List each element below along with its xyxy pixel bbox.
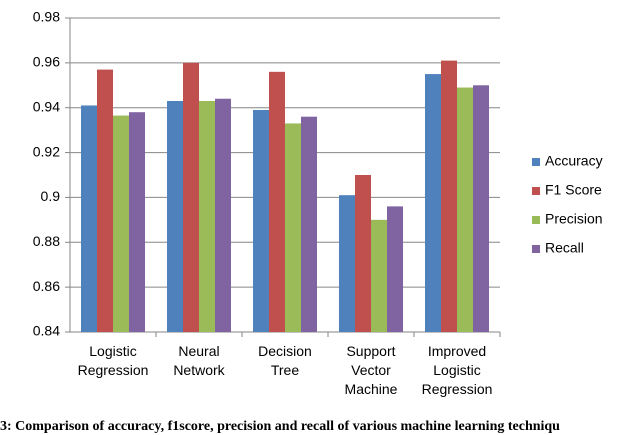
bar: [113, 115, 129, 332]
bar: [473, 85, 489, 333]
x-tick-label: Decision Tree: [258, 343, 312, 378]
y-tick-label: 0.98: [33, 9, 60, 25]
bar: [269, 71, 285, 332]
bar: [457, 87, 473, 333]
legend-label: Accuracy: [545, 153, 603, 169]
bar: [215, 98, 231, 332]
y-tick-label: 0.94: [33, 98, 60, 114]
bar: [301, 116, 317, 332]
legend-swatch: [532, 245, 540, 253]
y-tick-label: 0.92: [33, 143, 60, 159]
x-tick-label: Logistic Regression: [77, 343, 149, 378]
legend-label: Precision: [545, 211, 603, 227]
x-tick-label: Support Vector Machine: [344, 343, 398, 397]
bar: [371, 219, 387, 332]
bar: [425, 74, 441, 333]
legend-label: Recall: [545, 240, 584, 256]
bar: [339, 195, 355, 332]
bar: [183, 62, 199, 332]
bar: [355, 175, 371, 332]
x-tick-label: Neural Network: [173, 343, 225, 378]
legend-swatch: [532, 187, 540, 195]
bar: [81, 105, 97, 332]
y-tick-label: 0.96: [33, 54, 60, 70]
x-tick-label: Improved Logistic Regression: [421, 343, 493, 397]
caption: 3: Comparison of accuracy, f1score, prec…: [0, 419, 560, 434]
legend-label: F1 Score: [545, 182, 602, 198]
bar: [285, 123, 301, 333]
bar: [387, 206, 403, 332]
bar: [97, 69, 113, 332]
y-tick-label: 0.84: [33, 323, 60, 339]
y-tick-label: 0.86: [33, 278, 60, 294]
bar: [167, 100, 183, 332]
legend-swatch: [532, 216, 540, 224]
bar: [199, 100, 215, 332]
bar: [129, 112, 145, 332]
y-tick-label: 0.9: [41, 188, 61, 204]
bar: [253, 109, 269, 332]
y-tick-label: 0.88: [33, 233, 60, 249]
bar: [441, 60, 457, 332]
legend-swatch: [532, 158, 540, 166]
